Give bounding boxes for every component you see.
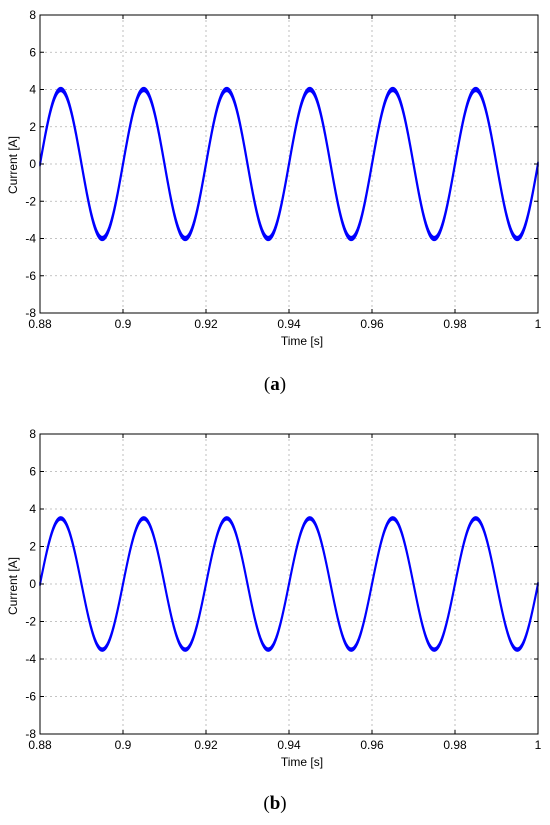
y-tick-label: -8 — [25, 727, 36, 741]
data-point — [454, 163, 456, 165]
data-point — [226, 517, 228, 519]
data-point — [163, 163, 166, 165]
data-point — [475, 517, 477, 519]
data-point — [454, 583, 456, 585]
data-point — [80, 163, 83, 165]
plot-frame — [39, 433, 539, 735]
data-point — [475, 88, 477, 91]
x-axis-label: Time [s] — [281, 334, 323, 348]
y-tick-label: -2 — [25, 194, 36, 208]
x-tick-label: 0.92 — [194, 738, 218, 752]
y-tick-label: 4 — [29, 502, 36, 516]
x-tick-label: 0.92 — [194, 317, 218, 331]
data-point — [184, 237, 186, 240]
data-point — [246, 583, 249, 585]
data-point — [392, 517, 394, 519]
data-point — [246, 163, 249, 165]
data-point — [329, 583, 332, 585]
data-point — [205, 583, 207, 585]
x-tick-label: 0.88 — [28, 317, 52, 331]
x-tick-labels: 0.88 0.9 0.92 0.94 0.96 0.98 1 — [28, 317, 541, 331]
panel-label-b: (b) — [263, 793, 286, 814]
data-point — [433, 237, 435, 240]
data-point — [433, 649, 435, 651]
x-tick-label: 1 — [535, 317, 542, 331]
data-point — [80, 583, 83, 585]
y-tick-label: -4 — [25, 652, 36, 666]
data-point — [226, 88, 228, 91]
data-point — [350, 237, 352, 240]
data-point — [412, 583, 415, 585]
x-tick-label: 0.94 — [277, 738, 301, 752]
data-point — [371, 583, 373, 585]
y-tick-label: -6 — [25, 690, 36, 704]
data-point — [371, 163, 373, 165]
data-point — [495, 163, 498, 165]
x-tick-label: 0.9 — [115, 317, 132, 331]
data-point — [101, 649, 103, 651]
x-axis-label: Time [s] — [281, 755, 323, 769]
data-point — [267, 237, 269, 240]
y-tick-labels: -8 -6 -4 -2 0 2 4 6 8 — [25, 8, 36, 320]
y-tick-label: 6 — [29, 45, 36, 59]
plot-frame — [39, 14, 539, 314]
data-point — [329, 163, 332, 165]
y-tick-labels: -8 -6 -4 -2 0 2 4 6 8 — [25, 427, 36, 741]
x-tick-label: 0.96 — [360, 738, 384, 752]
y-tick-label: 4 — [29, 83, 36, 97]
x-tick-labels: 0.88 0.9 0.92 0.94 0.96 0.98 1 — [28, 738, 541, 752]
y-tick-label: 0 — [29, 157, 36, 171]
x-tick-label: 0.98 — [443, 317, 467, 331]
data-point — [184, 649, 186, 651]
data-point — [60, 517, 62, 519]
x-tick-label: 0.94 — [277, 317, 301, 331]
y-tick-label: -2 — [25, 615, 36, 629]
x-tick-label: 0.88 — [28, 738, 52, 752]
x-tick-label: 0.9 — [115, 738, 132, 752]
y-tick-label: 2 — [29, 540, 36, 554]
panel-label-a: (a) — [264, 374, 286, 395]
data-point — [288, 163, 290, 165]
y-axis-label: Current [A] — [6, 136, 20, 194]
data-point — [143, 517, 145, 519]
data-point — [309, 88, 311, 91]
y-axis-label: Current [A] — [6, 557, 20, 615]
x-tick-label: 0.98 — [443, 738, 467, 752]
data-point — [143, 88, 145, 91]
data-point — [288, 583, 290, 585]
x-tick-label: 0.96 — [360, 317, 384, 331]
y-tick-label: -6 — [25, 269, 36, 283]
data-point — [392, 88, 394, 91]
y-tick-label: -8 — [25, 306, 36, 320]
chart-panel-b: 0.88 0.9 0.92 0.94 0.96 0.98 1 -8 -6 -4 -2 0 2 4 6 8 T… — [6, 427, 542, 814]
data-point — [412, 163, 415, 165]
data-point — [516, 649, 518, 651]
y-tick-label: -4 — [25, 232, 36, 246]
data-point — [309, 517, 311, 519]
panel-letter: b — [270, 793, 281, 814]
data-point — [205, 163, 207, 165]
data-point — [267, 649, 269, 651]
chart-panel-a: 0.88 0.9 0.92 0.94 0.96 0.98 1 -8 -6 -4 -2 0 2 4 6 8 T… — [6, 8, 542, 395]
x-tick-label: 1 — [535, 738, 542, 752]
y-tick-label: 8 — [29, 427, 36, 441]
panel-letter: a — [270, 374, 280, 395]
y-tick-label: 0 — [29, 577, 36, 591]
y-tick-label: 8 — [29, 8, 36, 22]
data-point — [60, 88, 62, 91]
data-point — [122, 583, 124, 585]
data-point — [516, 237, 518, 240]
y-tick-label: 2 — [29, 120, 36, 134]
data-point — [122, 163, 124, 165]
data-point — [163, 583, 166, 585]
data-point — [350, 649, 352, 651]
y-tick-label: 6 — [29, 465, 36, 479]
data-point — [495, 583, 498, 585]
data-point — [101, 237, 103, 240]
